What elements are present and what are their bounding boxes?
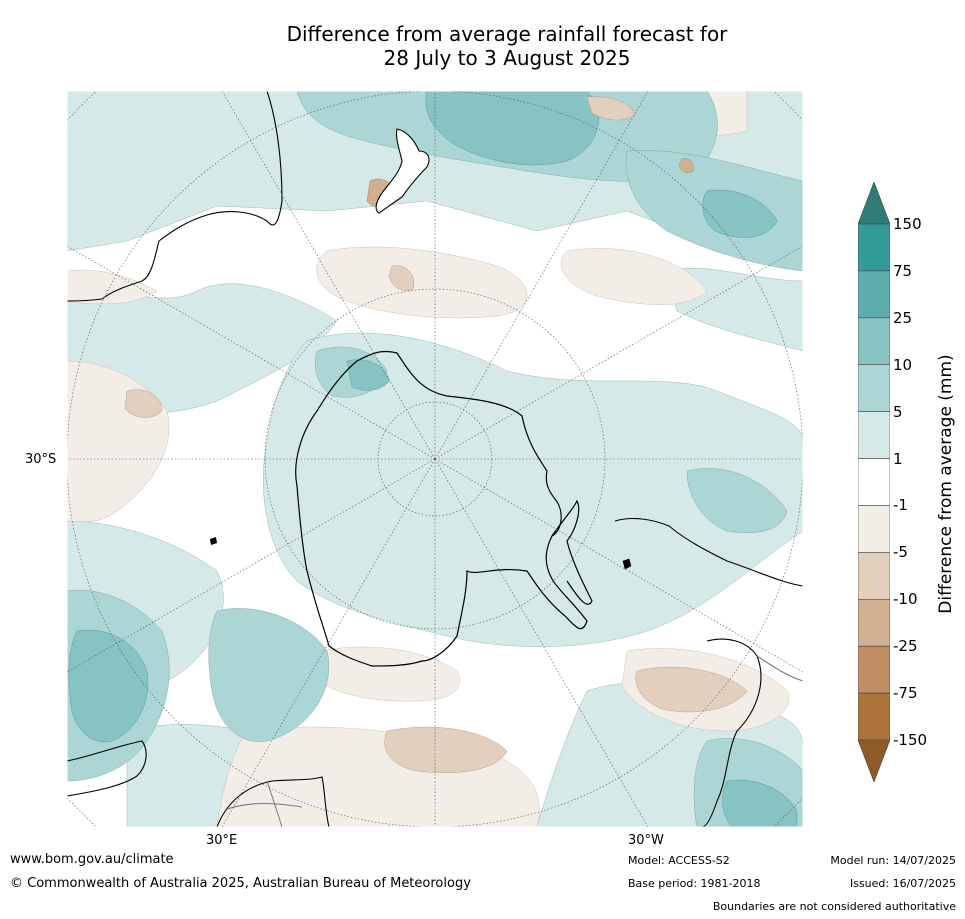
title-line-2: 28 July to 3 August 2025 [383,46,631,70]
colorbar-bin [858,505,890,553]
antarctic-peninsula [551,499,593,605]
falkland-islands [622,558,632,570]
colorbar [858,182,890,782]
longitude-label-30w: 30°W [628,833,664,848]
marion-island [210,537,217,545]
colorbar-tick-label: -75 [893,684,918,703]
footer-model: Model: ACCESS-S2 [628,854,730,867]
colorbar-tick-label: -150 [893,731,928,749]
colorbar-bin [858,364,890,412]
title-line-1: Difference from average rainfall forecas… [286,22,728,46]
colorbar-tick-label: 5 [893,402,903,421]
footer-url[interactable]: www.bom.gov.au/climate [10,852,174,867]
colorbar-tick-label: -25 [893,637,918,656]
south-america-coastline [614,517,803,587]
colorbar-bin [858,270,890,319]
footer-copyright: © Commonwealth of Australia 2025, Austra… [10,876,471,891]
colorbar-bin [858,552,890,600]
footer-base-period: Base period: 1981-2018 [628,877,761,890]
graticule-longitude [67,91,803,827]
colorbar-tick-label: 25 [893,308,913,327]
colorbar-bin [858,458,890,506]
footer-issued: Issued: 16/07/2025 [849,877,956,890]
new-zealand-coastline [375,128,430,214]
southern-africa-coastline [216,776,330,827]
latitude-label-30s: 30°S [25,452,57,467]
colorbar-bin [858,692,890,741]
south-america-east-coast [701,638,762,827]
colorbar-tick-label: -10 [893,590,918,609]
colorbar-tick-label: 1 [893,449,903,468]
south-america-boundary [756,655,803,682]
colorbar-tick-label: 150 [893,215,922,233]
colorbar-tick-label: -5 [893,543,908,562]
colorbar-tick-label: -1 [893,496,908,515]
anomaly-zone-brown-5-10 [124,96,748,773]
colorbar-bin [858,317,890,366]
colorbar-bin [858,645,890,694]
colorbar-bin [858,411,890,459]
colorbar-bin [858,739,890,782]
africa-coastline [67,740,147,797]
longitude-label-30e: 30°E [206,833,238,848]
rainfall-anomaly-map [67,91,803,827]
colorbar-label: Difference from average (mm) [936,354,956,614]
footer-model-run: Model run: 14/07/2025 [830,854,956,867]
colorbar-tick-label: 10 [893,355,913,374]
chart-title: Difference from average rainfall forecas… [0,22,965,70]
colorbar-bin [858,598,890,647]
anomaly-zone-teal-10-25 [68,91,798,827]
australia-coastline [67,91,283,302]
africa-boundaries [226,780,303,827]
colorbar-bin [858,223,890,272]
colorbar-bin [858,182,890,225]
antarctica-coastline [295,350,588,667]
colorbar-tick-label: 75 [893,261,913,280]
footer-disclaimer: Boundaries are not considered authoritat… [712,900,956,913]
